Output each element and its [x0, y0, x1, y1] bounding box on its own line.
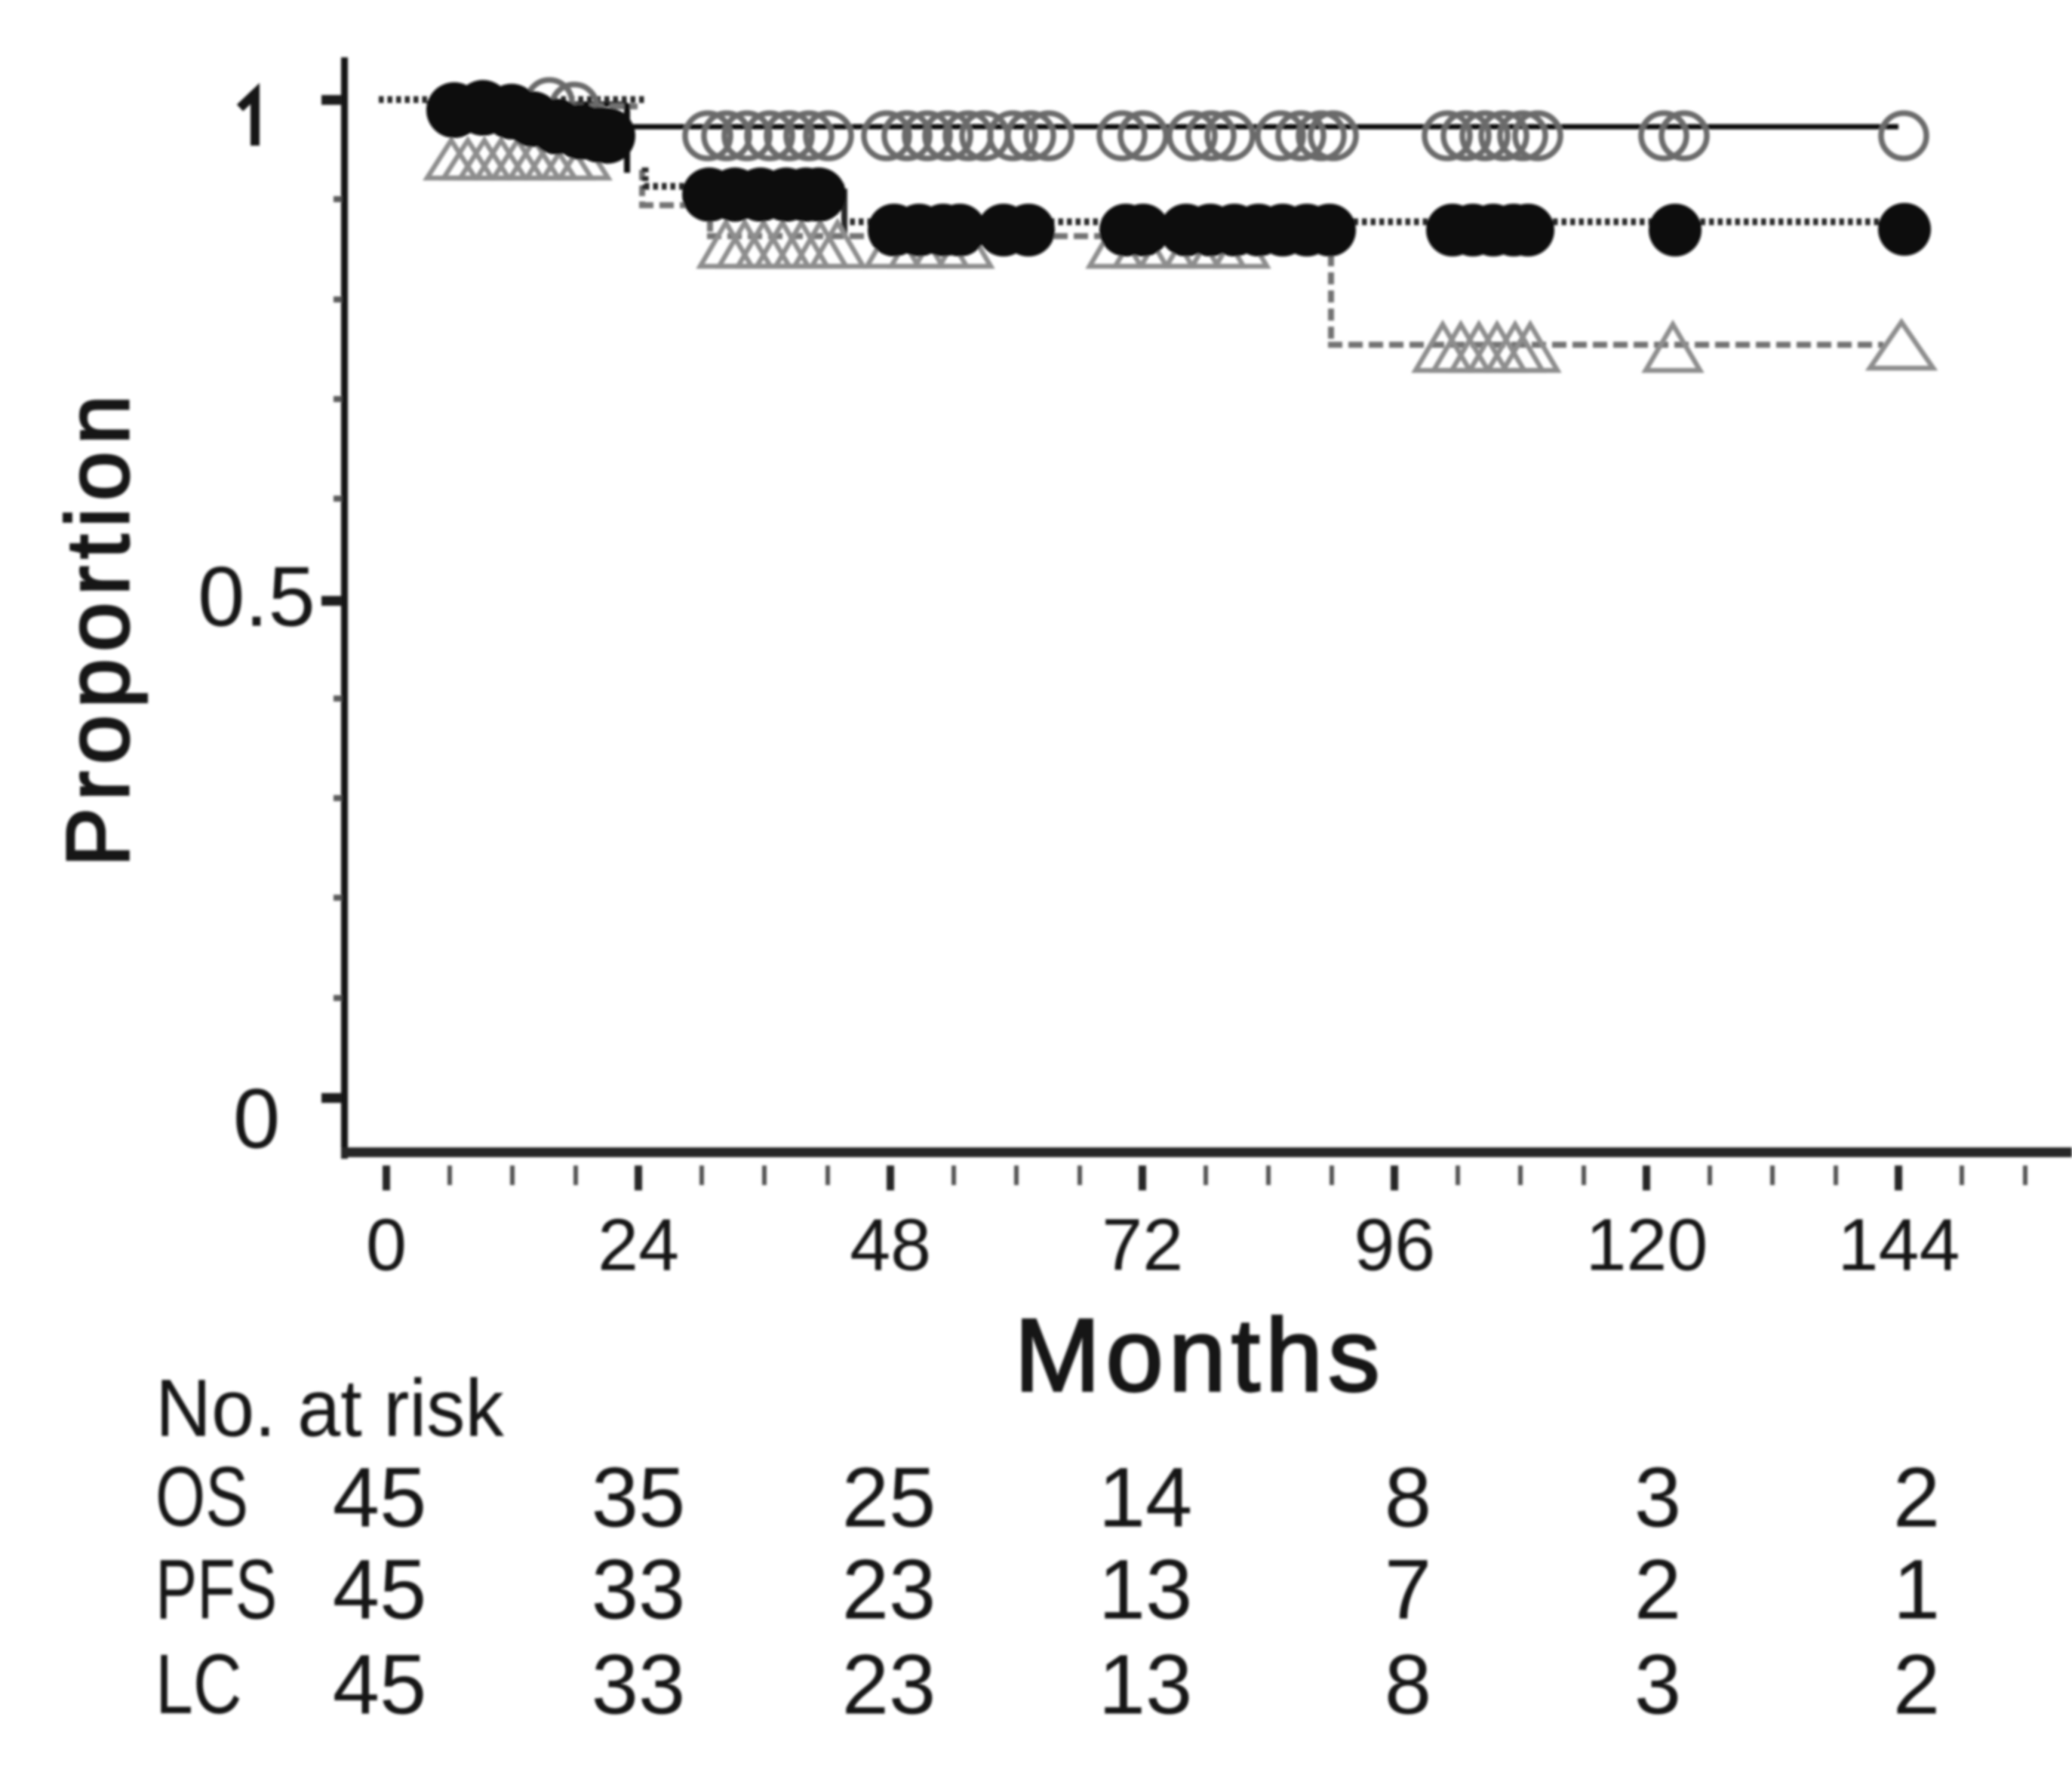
svg-text:14: 14 [1099, 1451, 1193, 1545]
svg-text:144: 144 [1838, 1204, 1960, 1286]
svg-text:OS: OS [155, 1451, 248, 1545]
svg-text:24: 24 [598, 1204, 679, 1286]
svg-text:Months: Months [1014, 1298, 1385, 1414]
svg-text:8: 8 [1385, 1638, 1431, 1732]
svg-text:0.5: 0.5 [198, 550, 315, 644]
svg-text:0: 0 [233, 1072, 280, 1166]
svg-text:2: 2 [1893, 1451, 1940, 1545]
svg-text:48: 48 [850, 1204, 931, 1286]
svg-text:8: 8 [1385, 1451, 1431, 1545]
svg-text:0: 0 [366, 1204, 407, 1286]
svg-text:96: 96 [1354, 1204, 1435, 1286]
svg-text:72: 72 [1102, 1204, 1183, 1286]
svg-text:3: 3 [1634, 1638, 1681, 1732]
svg-text:33: 33 [592, 1543, 686, 1637]
svg-text:45: 45 [333, 1451, 427, 1545]
svg-text:No. at risk: No. at risk [155, 1363, 504, 1454]
svg-text:13: 13 [1099, 1638, 1193, 1732]
svg-text:23: 23 [842, 1543, 936, 1637]
svg-text:45: 45 [333, 1543, 427, 1637]
svg-text:45: 45 [333, 1638, 427, 1732]
svg-text:2: 2 [1634, 1543, 1681, 1637]
svg-text:33: 33 [592, 1638, 686, 1732]
svg-text:1: 1 [1893, 1543, 1940, 1637]
svg-text:3: 3 [1634, 1451, 1681, 1545]
svg-text:PFS: PFS [155, 1542, 277, 1636]
svg-text:13: 13 [1099, 1543, 1193, 1637]
svg-text:LC: LC [155, 1638, 242, 1732]
svg-text:25: 25 [842, 1451, 936, 1545]
svg-text:35: 35 [592, 1451, 686, 1545]
svg-text:2: 2 [1893, 1638, 1940, 1732]
svg-text:7: 7 [1385, 1543, 1431, 1637]
svg-text:23: 23 [842, 1638, 936, 1732]
svg-text:120: 120 [1585, 1204, 1708, 1286]
svg-text:Proportion: Proportion [48, 388, 148, 867]
